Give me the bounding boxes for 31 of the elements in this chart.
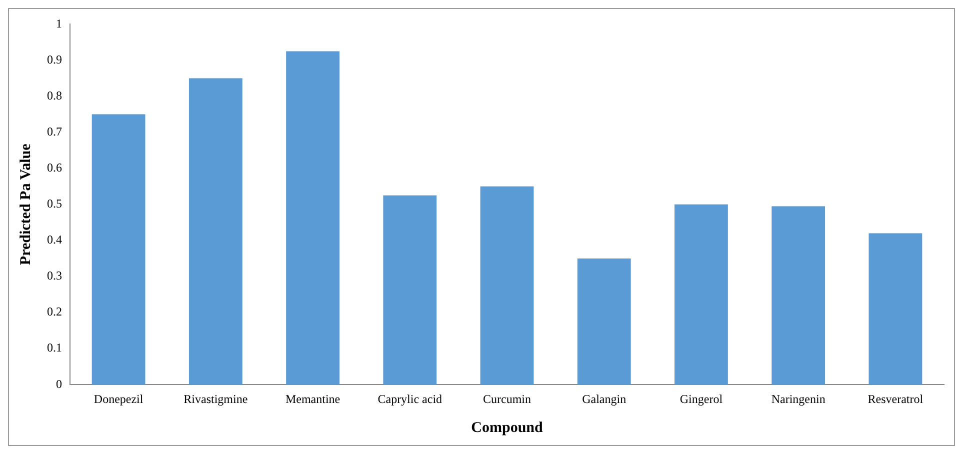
y-tick-label: 0.5 <box>47 196 62 211</box>
y-tick-label: 0.2 <box>47 304 62 319</box>
x-tick-label: Rivastigmine <box>184 392 248 406</box>
y-tick-label: 0.9 <box>47 52 62 66</box>
x-tick-label: Resveratrol <box>868 392 924 406</box>
y-tick-label: 0.7 <box>47 124 62 138</box>
y-tick-label: 0.8 <box>47 88 62 102</box>
x-tick-label: Donepezil <box>94 392 144 406</box>
y-tick-label: 0.1 <box>47 340 62 355</box>
x-tick-label: Caprylic acid <box>378 392 442 406</box>
y-tick-label: 1 <box>56 16 62 30</box>
x-tick-label: Naringenin <box>771 392 826 406</box>
x-axis-title: Compound <box>471 420 544 436</box>
y-axis-title: Predicted Pa Value <box>18 143 34 266</box>
bar <box>674 204 728 385</box>
bar <box>868 233 922 385</box>
x-tick-label: Galangin <box>582 392 626 406</box>
x-tick-label: Gingerol <box>680 392 724 406</box>
y-tick-label: 0.4 <box>47 232 62 247</box>
y-tick-label: 0.6 <box>47 160 62 175</box>
y-tick-label: 0 <box>56 376 62 391</box>
bar <box>383 195 437 385</box>
x-tick-label: Curcumin <box>483 392 531 406</box>
bar <box>188 78 242 385</box>
bar <box>286 51 340 385</box>
x-tick-label: Memantine <box>285 392 340 406</box>
bar <box>577 258 631 385</box>
bar <box>92 114 146 385</box>
bar <box>480 186 534 385</box>
bar <box>772 206 826 385</box>
y-tick-label: 0.3 <box>47 268 62 283</box>
